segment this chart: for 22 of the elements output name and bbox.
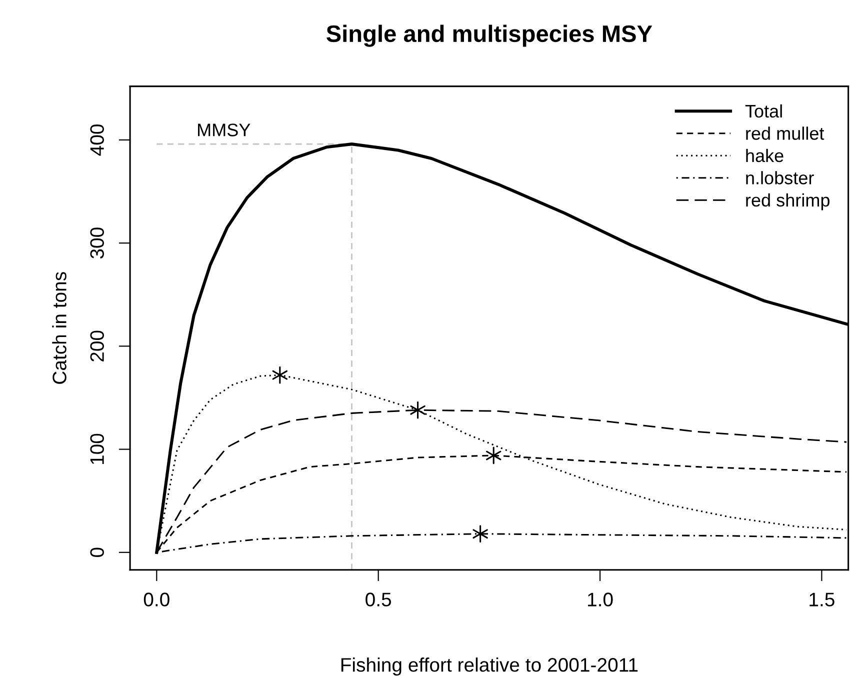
x-tick-label: 0.5: [366, 592, 392, 606]
legend-label: red mullet: [746, 126, 824, 140]
x-tick-label: 1.5: [810, 592, 834, 606]
y-tick-label: 400: [90, 124, 104, 156]
x-tick-label: 0.0: [144, 592, 170, 606]
legend-label: hake: [746, 148, 784, 162]
legend-label: red shrimp: [746, 193, 830, 210]
chart-title: Single and multispecies MSY: [326, 24, 652, 47]
point: [486, 446, 502, 464]
y-tick-label: 300: [90, 228, 104, 259]
point: [472, 525, 488, 543]
y-tick-label: 0: [90, 548, 104, 558]
legend-label: Total: [745, 104, 782, 118]
y-axis-title: Catch in tons: [52, 272, 66, 384]
point: [272, 366, 288, 384]
point: [410, 401, 426, 419]
x-axis-title: Fishing effort relative to 2001-2011: [341, 657, 638, 676]
legend-label: n.lobster: [746, 171, 814, 184]
y-tick-label: 200: [90, 330, 104, 362]
y-tick-label: 100: [90, 434, 104, 464]
ref-line-label: MMSY: [198, 124, 250, 136]
x-tick-label: 1.0: [588, 592, 613, 606]
